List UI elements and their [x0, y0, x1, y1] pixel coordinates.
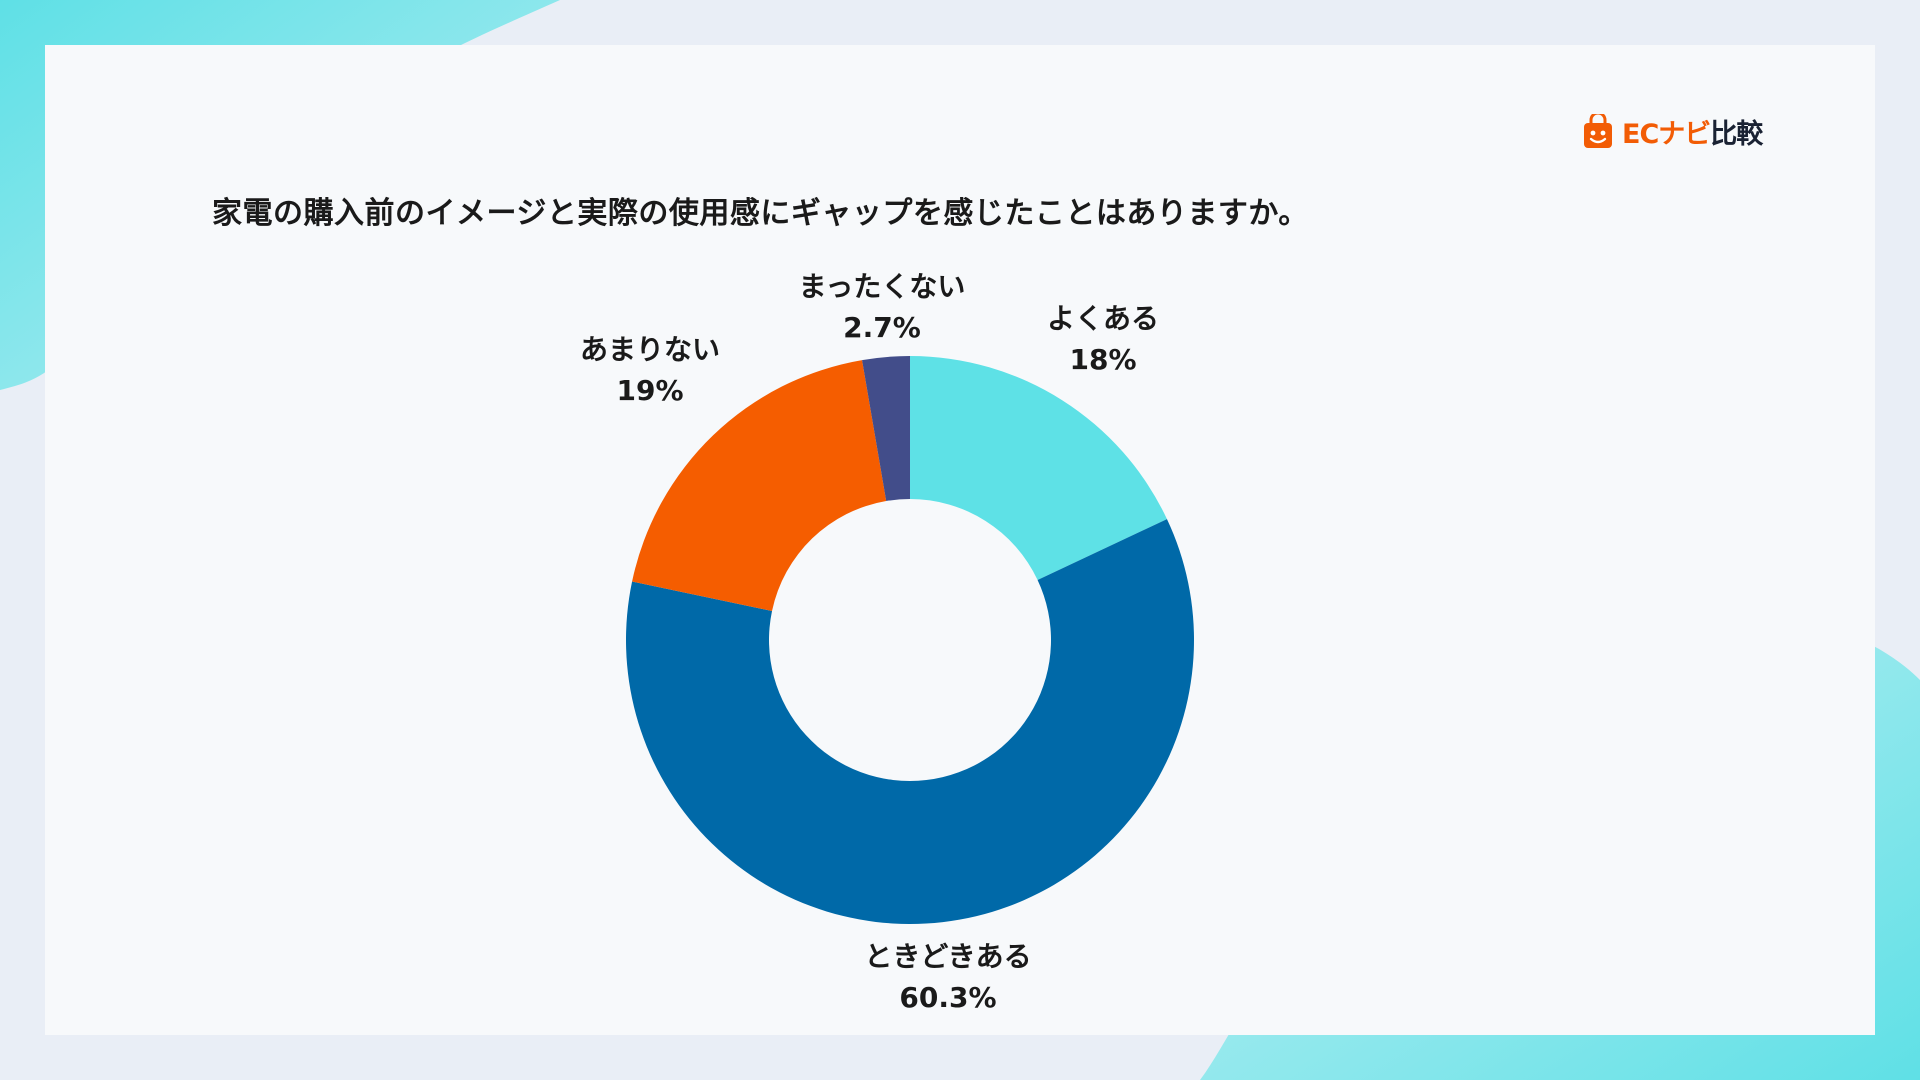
slice-label-4: まったくない	[799, 270, 966, 303]
brand-name-dark: 比較	[1710, 119, 1763, 150]
slice-value-label-2: 60.3%	[899, 981, 996, 1014]
donut-slices	[625, 356, 1194, 924]
chart-title: 家電の購入前のイメージと実際の使用感にギャップを感じたことはありますか。	[212, 196, 1309, 231]
donut-slice-2	[625, 519, 1194, 924]
slice-value-label-4: 2.7%	[843, 311, 921, 344]
slice-label-3: あまりない	[580, 333, 720, 366]
donut-slice-4	[862, 356, 910, 502]
brand-logo: ECナビ比較	[1580, 112, 1763, 151]
slice-label-1: よくある	[1047, 302, 1159, 335]
shopping-bag-icon	[1584, 113, 1612, 148]
slice-labels: よくある 18% ときどきある 60.3% あまりない 19% まったくない 2.7%	[580, 270, 1159, 1014]
brand-name-accent: ECナビ	[1622, 119, 1711, 150]
slice-value-label-1: 18%	[1069, 343, 1136, 376]
slice-label-2: ときどきある	[864, 940, 1031, 973]
slice-value-label-3: 19%	[616, 374, 683, 407]
brand-name: ECナビ比較	[1622, 112, 1763, 151]
donut-slice-3	[632, 360, 887, 611]
donut-slice-1	[910, 356, 1167, 580]
